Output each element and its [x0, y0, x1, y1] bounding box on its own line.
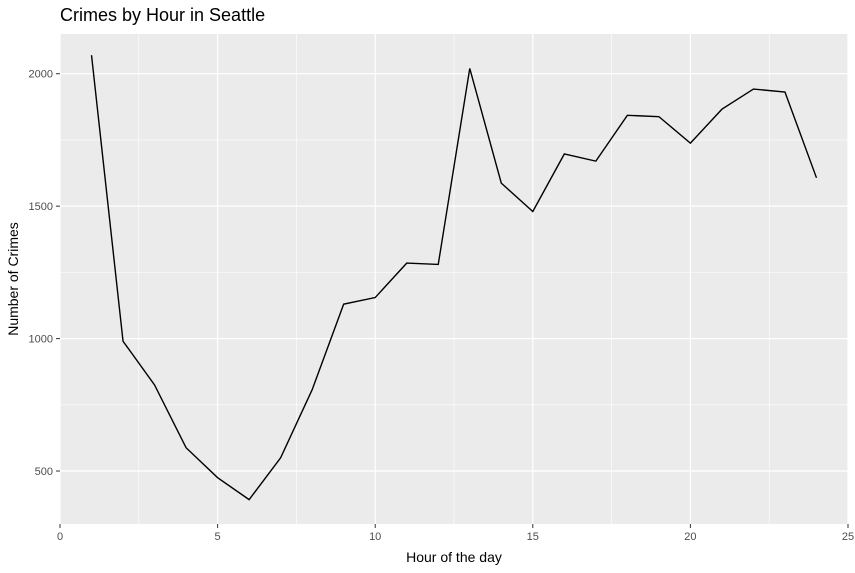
x-tick-label: 5: [215, 531, 221, 543]
x-tick-label: 0: [57, 531, 63, 543]
y-axis-title: Number of Crimes: [5, 222, 21, 336]
x-tick-label: 10: [369, 531, 381, 543]
x-axis-title: Hour of the day: [406, 549, 502, 565]
y-tick-label: 1000: [29, 334, 53, 346]
y-tick-label: 500: [35, 466, 53, 478]
y-tick-label: 1500: [29, 201, 53, 213]
chart-title: Crimes by Hour in Seattle: [60, 5, 265, 25]
x-tick-label: 25: [842, 531, 854, 543]
minor-grid: [60, 34, 848, 524]
series-line: [90, 55, 818, 501]
y-axis: 500 1000 1500 2000: [29, 69, 60, 478]
major-grid: [59, 34, 849, 524]
y-tick-label: 2000: [29, 69, 53, 81]
x-tick-label: 15: [527, 531, 539, 543]
x-axis: 0 5 10 15 20 25: [57, 524, 854, 543]
x-tick-label: 20: [684, 531, 696, 543]
